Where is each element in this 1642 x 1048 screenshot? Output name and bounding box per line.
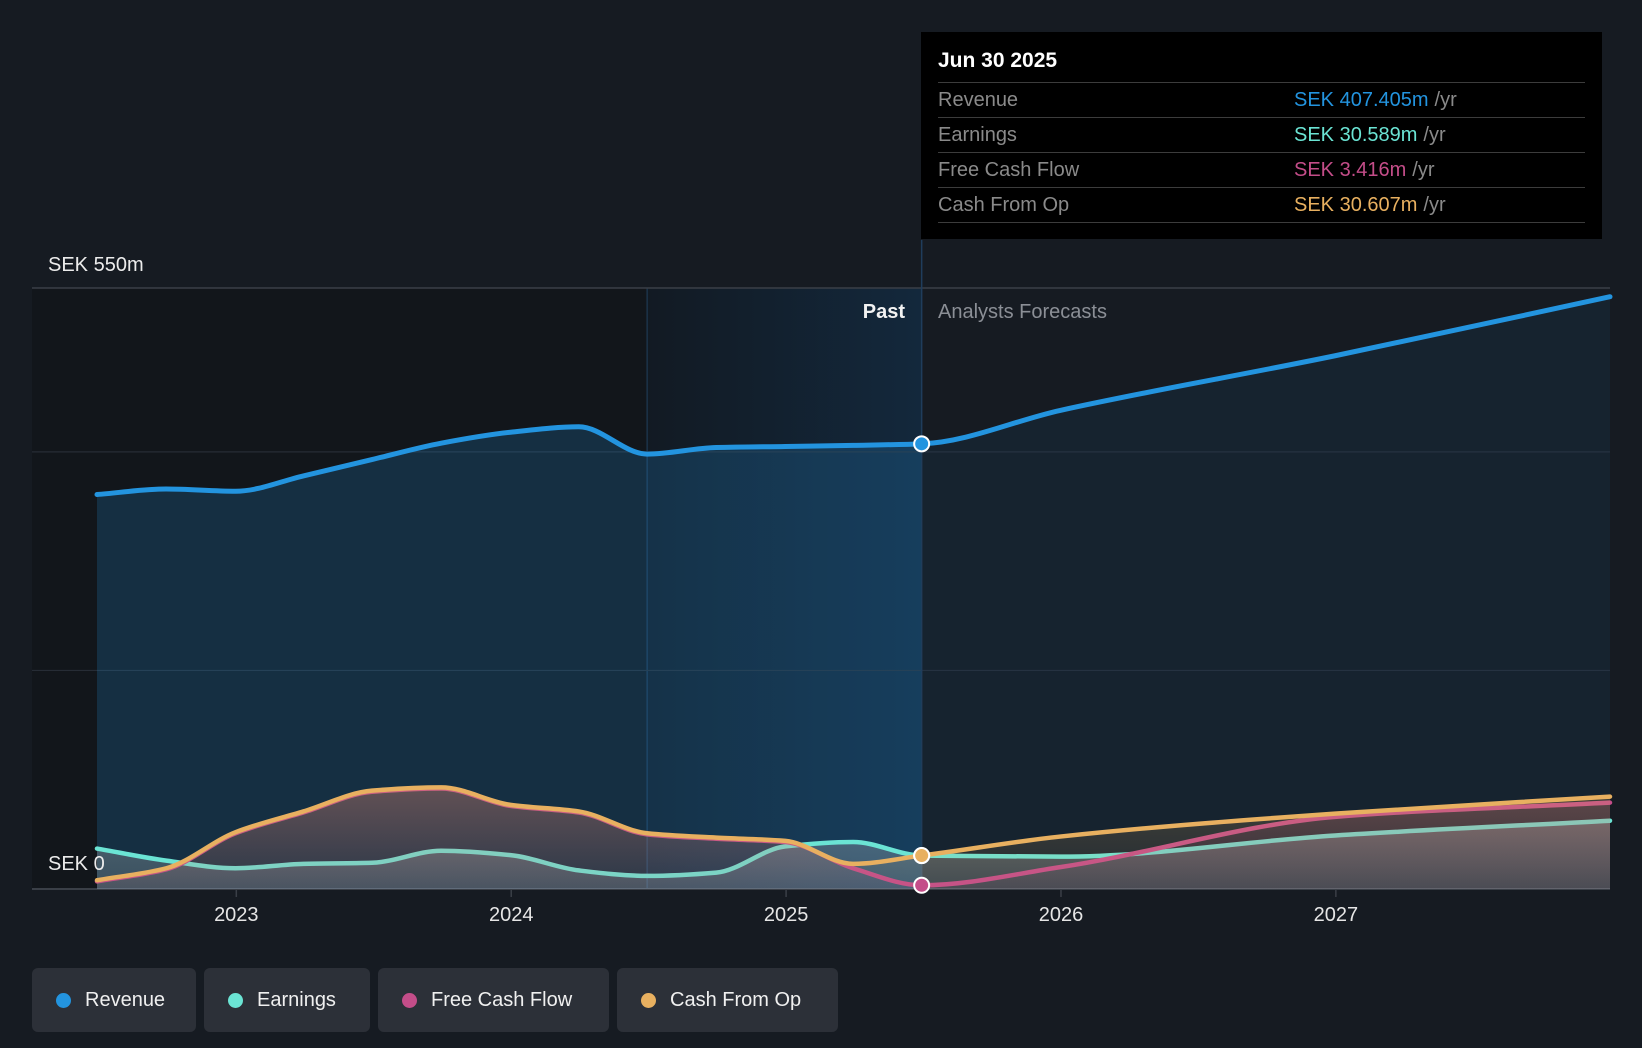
legend-item-cash-from-op[interactable]: Cash From Op [617,968,838,1032]
legend-item-free-cash-flow[interactable]: Free Cash Flow [378,968,609,1032]
free-cash-flow-dot-icon [402,992,417,1008]
past-label: Past [863,301,906,323]
revenue-line [94,294,1613,498]
tooltip-unit: /yr [1434,88,1457,111]
tooltip-label: Revenue [938,88,1019,111]
fcf-marker [913,876,931,894]
tooltip-row-free-cash-flow: Free Cash Flow SEK 3.416m /yr [938,152,1585,187]
analysts-forecasts-label: Analysts Forecasts [938,301,1107,323]
legend-label: Revenue [85,988,166,1011]
tooltip-label: Earnings [938,123,1017,146]
cash-from-op-area [97,787,1610,889]
history-region [32,288,648,889]
tooltip-value: SEK 3.416m [1294,158,1407,181]
series [94,240,1613,889]
tooltip-value: SEK 407.405m [1294,88,1429,111]
legend: Revenue Earnings Free Cash Flow Cash Fro… [32,968,838,1032]
earnings-dot-icon [228,992,243,1008]
tooltip-unit: /yr [1423,123,1446,146]
x-axis: 2023 2024 2025 2026 2027 [214,889,1358,926]
legend-item-revenue[interactable]: Revenue [32,968,196,1032]
cash-from-op-line [94,785,1613,883]
legend-label: Cash From Op [670,988,802,1011]
tooltip-row-cash-from-op: Cash From Op SEK 30.607m /yr [938,187,1585,222]
tooltip-row-revenue: Revenue SEK 407.405m /yr [938,82,1585,117]
y-axis-max-label: SEK 550m [48,254,144,276]
revenue-dot-icon [56,992,71,1008]
legend-item-earnings[interactable]: Earnings [204,968,370,1032]
x-tick-label: 2023 [214,904,259,926]
tooltip-row-earnings: Earnings SEK 30.589m /yr [938,117,1585,152]
tooltip: Jun 30 2025 Revenue SEK 407.405m /yr Ear… [921,32,1602,239]
y-axis-min-label: SEK 0 [48,853,105,875]
tooltip-label: Cash From Op [938,193,1070,216]
tooltip-date: Jun 30 2025 [938,49,1058,72]
x-tick-label: 2026 [1039,904,1084,926]
past-region [647,288,922,889]
revenue-area [97,426,922,889]
x-tick-label: 2024 [489,904,534,926]
revenue-area-forecast [921,296,1610,889]
x-tick-label: 2027 [1314,904,1359,926]
cfo-marker [913,847,931,865]
revenue-marker [913,435,931,453]
legend-label: Free Cash Flow [431,988,573,1011]
tooltip-rows: Revenue SEK 407.405m /yr Earnings SEK 30… [938,82,1585,223]
cash-from-op-dot-icon [641,992,656,1008]
tooltip-label: Free Cash Flow [938,158,1080,181]
tooltip-value: SEK 30.607m [1294,193,1418,216]
tooltip-value: SEK 30.589m [1294,123,1418,146]
x-tick-label: 2025 [764,904,809,926]
tooltip-unit: /yr [1412,158,1435,181]
plot-background [32,288,922,889]
tooltip-unit: /yr [1423,193,1446,216]
legend-label: Earnings [257,988,336,1011]
hover-markers [913,435,931,894]
